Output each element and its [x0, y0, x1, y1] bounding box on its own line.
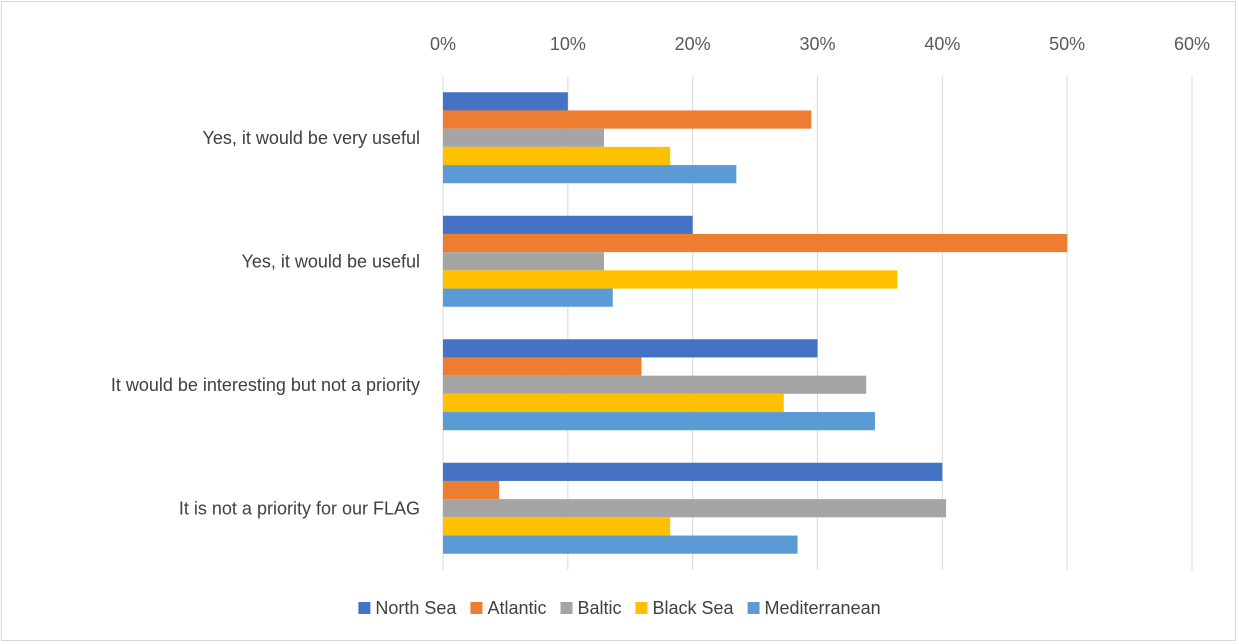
bar-baltic: [443, 128, 605, 147]
bar-atlantic: [443, 480, 500, 500]
category-label: It would be interesting but not a priori…: [111, 375, 420, 395]
legend-swatch: [635, 602, 648, 614]
bar-black-sea: [443, 270, 898, 289]
x-tick-label: 50%: [1049, 34, 1085, 54]
bar-atlantic: [443, 233, 1068, 253]
bar-baltic: [443, 252, 605, 271]
legend-swatch: [470, 602, 483, 614]
category-label: Yes, it would be useful: [242, 251, 420, 271]
x-tick-label: 10%: [550, 34, 586, 54]
bar-atlantic: [443, 357, 642, 376]
legend-swatch: [560, 602, 573, 614]
bar-north-sea: [443, 339, 818, 358]
category-labels: Yes, it would be very useful Yes, it woul…: [111, 128, 420, 519]
bar-baltic: [443, 499, 947, 518]
bar-black-sea: [443, 393, 784, 413]
bar-atlantic: [443, 110, 812, 129]
legend-label: Atlantic: [487, 598, 546, 618]
bar-black-sea: [443, 517, 671, 536]
x-tick-label: 40%: [924, 34, 960, 54]
bar-north-sea: [443, 215, 693, 234]
x-tick-label: 30%: [799, 34, 835, 54]
legend-swatch: [358, 602, 371, 614]
legend-label: Mediterranean: [765, 598, 881, 618]
bar-mediterranean: [443, 165, 737, 184]
legend-swatch: [747, 602, 760, 614]
x-tick-label: 60%: [1174, 34, 1210, 54]
legend-label: North Sea: [375, 598, 457, 618]
legend: North Sea Atlantic Baltic Black Sea Mediterr…: [358, 598, 881, 618]
x-tick-label: 20%: [675, 34, 711, 54]
category-label: Yes, it would be very useful: [203, 128, 420, 148]
bar-mediterranean: [443, 412, 875, 431]
bar-north-sea: [443, 462, 943, 481]
bars: [443, 92, 1068, 554]
legend-label: Black Sea: [652, 598, 734, 618]
bar-mediterranean: [443, 535, 798, 554]
bar-baltic: [443, 375, 867, 394]
bar-north-sea: [443, 92, 568, 111]
x-tick-label: 0%: [430, 34, 456, 54]
legend-label: Baltic: [577, 598, 621, 618]
x-axis-ticks: 0% 10% 20% 30% 40% 50% 60%: [430, 34, 1210, 54]
category-label: It is not a priority for our FLAG: [179, 498, 420, 518]
bar-black-sea: [443, 146, 671, 166]
bar-mediterranean: [443, 288, 613, 307]
